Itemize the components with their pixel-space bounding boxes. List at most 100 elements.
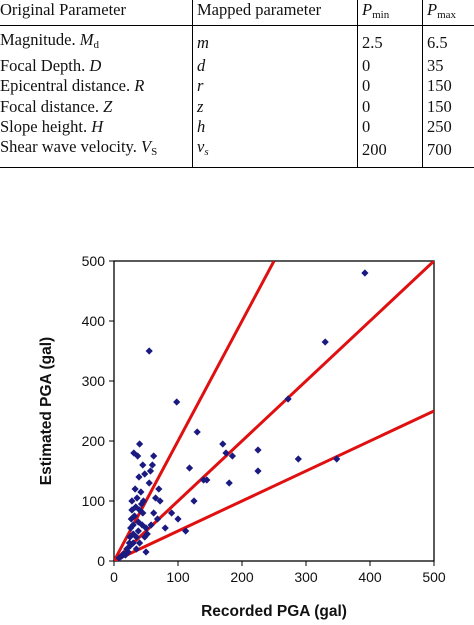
data-point <box>254 467 262 475</box>
data-point <box>361 269 369 277</box>
data-point <box>203 476 211 484</box>
header-pmin-symbol: P <box>362 0 373 19</box>
pmin-cell: 0 <box>357 76 423 97</box>
data-point <box>182 527 190 535</box>
data-point <box>139 497 148 505</box>
header-pmin: Pmin <box>357 0 423 27</box>
parameter-symbol: R <box>134 76 145 96</box>
pmin-cell: 0 <box>357 96 423 118</box>
data-point <box>150 509 158 517</box>
original-parameter-cell: Shear wave velocity. VS <box>0 137 193 168</box>
data-point <box>147 521 155 529</box>
data-point <box>135 473 143 481</box>
data-point <box>321 338 329 346</box>
data-point <box>124 548 132 556</box>
original-parameter-cell: Focal Depth. D <box>0 56 193 76</box>
data-point <box>141 470 149 478</box>
original-parameter-cell: Focal distance. Z <box>0 97 193 117</box>
data-point <box>146 467 155 475</box>
data-point <box>130 512 139 520</box>
data-point <box>132 545 140 553</box>
data-point <box>219 440 227 448</box>
mapped-symbol: h <box>197 117 206 137</box>
mapped-parameter-cell: r <box>192 76 358 97</box>
data-point <box>139 509 147 517</box>
x-tick-label: 500 <box>422 569 446 585</box>
axis-ticks: 0 100 200 300 400 500 0 100 200 300 400 500 <box>82 253 446 585</box>
data-point <box>145 347 153 355</box>
data-point <box>150 452 158 460</box>
pmin-cell: 0 <box>357 55 423 77</box>
data-point <box>143 530 151 538</box>
data-point <box>153 515 162 523</box>
data-point <box>131 485 139 493</box>
data-point <box>222 449 230 457</box>
mapped-symbol: v <box>197 137 205 157</box>
pmin-cell: 2.5 <box>357 25 423 56</box>
parameter-symbol: H <box>91 117 104 137</box>
parameter-symbol: M <box>79 30 94 50</box>
y-axis-label: Estimated PGA (gal) <box>38 337 55 485</box>
data-point <box>333 455 341 463</box>
data-point <box>190 497 198 505</box>
data-point <box>173 398 181 406</box>
parameter-label: Focal distance. <box>0 96 104 116</box>
parameter-symbol: Z <box>103 96 113 116</box>
data-point <box>132 533 140 541</box>
original-parameter-cell: Epicentral distance. R <box>0 76 193 96</box>
header-pmax: Pmax <box>422 0 474 27</box>
data-point <box>134 527 142 535</box>
reference-lines <box>114 261 434 561</box>
data-point <box>294 455 302 463</box>
data-point <box>174 515 182 523</box>
pga-scatter-chart: 0 100 200 300 400 500 0 100 200 300 400 500 Recorde… <box>38 253 446 620</box>
parameter-label: Epicentral distance. <box>0 76 135 96</box>
mapped-symbol-sub: s <box>204 146 209 159</box>
mapped-symbol: r <box>197 76 204 96</box>
data-point <box>145 479 153 487</box>
pmin-cell: 200 <box>357 137 423 168</box>
data-point <box>139 461 147 469</box>
data-point <box>142 548 150 556</box>
data-point <box>128 497 136 505</box>
data-point <box>284 395 292 403</box>
pmax-cell: 250 <box>422 117 474 138</box>
table-header-row: Original Parameter Mapped parameter Pmin… <box>0 0 474 27</box>
data-point <box>148 461 156 469</box>
mapped-symbol: z <box>197 96 204 116</box>
y-tick-label: 300 <box>82 373 106 389</box>
header-original-parameter: Original Parameter <box>0 0 193 27</box>
data-points <box>115 269 369 562</box>
mapped-parameter-cell: d <box>192 55 358 77</box>
header-mapped-parameter: Mapped parameter <box>192 0 358 27</box>
y-tick-label: 400 <box>82 313 106 329</box>
reference-line <box>114 409 434 561</box>
parameter-label: Focal Depth. <box>0 55 90 75</box>
original-parameter-cell: Slope height. H <box>0 117 193 137</box>
data-point <box>136 440 144 448</box>
data-point <box>155 485 163 493</box>
parameter-label: Magnitude. <box>0 30 80 50</box>
pmin-cell: 0 <box>357 117 423 138</box>
data-point <box>168 509 176 517</box>
data-point <box>152 494 160 502</box>
data-point <box>129 539 137 547</box>
mapped-parameter-cell: vs <box>192 137 358 168</box>
x-tick-label: 0 <box>110 569 118 585</box>
data-point <box>129 521 137 529</box>
parameter-symbol-sub: d <box>93 39 100 52</box>
table-row: Shear wave velocity. VS vs 200 700 <box>0 137 474 168</box>
pmax-cell: 150 <box>422 76 474 97</box>
parameter-symbol: D <box>89 55 102 75</box>
mapped-parameter-cell: z <box>192 96 358 118</box>
data-point <box>134 452 142 460</box>
x-axis-label: Recorded PGA (gal) <box>201 603 347 620</box>
header-pmin-sub: min <box>372 9 390 21</box>
pmax-cell: 6.5 <box>422 25 474 56</box>
data-point <box>193 428 201 436</box>
mapped-symbol: d <box>197 55 206 75</box>
y-tick-label: 0 <box>97 553 105 569</box>
